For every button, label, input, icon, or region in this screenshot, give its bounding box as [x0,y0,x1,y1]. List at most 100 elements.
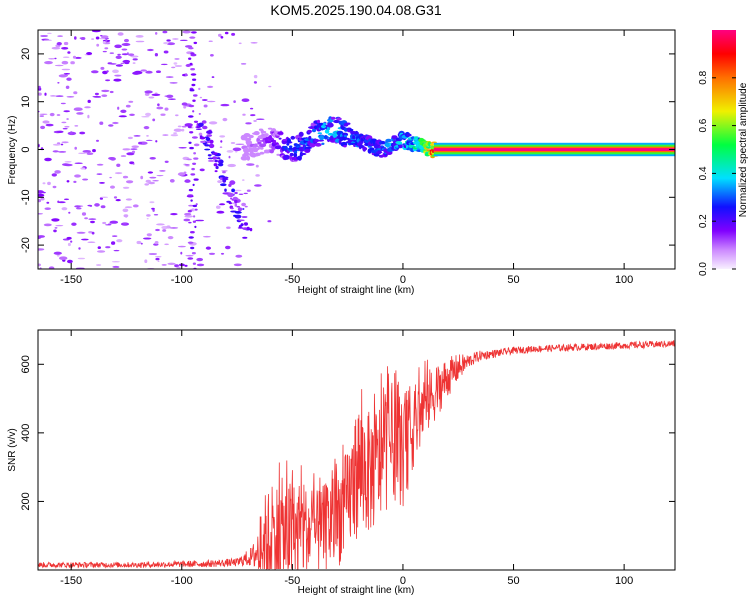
spectrogram-noise-cell [110,185,115,189]
colorbar-label: Normalized spectral amplitude [738,82,749,217]
spectrogram-noise-cell [112,235,118,238]
spectrogram-noise-cell [116,163,121,167]
spectrogram-noise-cell [174,264,180,268]
spectrogram-noise-cell [80,167,86,170]
spectrogram-noise-cell [61,47,69,50]
spectrogram-noise-cell [61,141,69,144]
spectrogram-noise-cell [199,168,205,172]
spectrogram-noise-cell [219,135,226,138]
spectrogram-trace-cell [269,149,275,154]
spectrogram-noise-cell [235,143,245,145]
spectrogram-noise-cell [109,176,112,179]
spectrogram-streak-cell [193,152,197,155]
spectrogram-trace-cell [333,119,341,124]
spectrogram-diagonal-cell [234,199,238,204]
spectrogram-noise-cell [140,242,143,245]
spectrogram-noise-cell [242,113,246,116]
spectrogram-trace-cell [309,142,316,148]
spectrogram-noise-cell [176,266,181,269]
spectrogram-noise-cell [113,196,118,199]
spectrogram-trace-cell [293,152,298,158]
spectrogram-noise-cell [160,113,166,116]
spectrogram-noise-cell [206,100,216,103]
spectrogram-streak-cell [187,257,194,260]
spectrogram-noise-cell [161,264,167,266]
spectrogram-noise-cell [146,233,152,237]
spectrogram-trace-cell [271,128,276,132]
spectrogram-diagonal-cell [198,122,204,127]
spectrogram-noise-cell [254,184,262,187]
spectrogram-noise-cell [198,87,201,91]
spectrogram-noise-cell [53,251,62,255]
spectrogram-noise-cell [133,135,141,137]
spectrogram-noise-cell [127,136,133,140]
spectrogram-trace-cell [386,144,390,148]
spectrogram-diagonal-cell [242,236,248,239]
spectrogram-streak-cell [191,136,198,139]
spectrogram-noise-cell [101,94,108,97]
spectrogram-noise-cell [114,74,122,77]
spectrogram-noise-cell [130,148,138,150]
spectrogram-noise-cell [57,35,63,37]
spectrogram-noise-cell [220,140,223,143]
spectrogram-streak-cell [188,188,193,192]
spectrogram-trace-cell [308,135,312,141]
spectrogram-diagonal-cell [206,134,213,137]
spectrogram-trace-cell [308,126,316,129]
spectrogram-noise-cell [63,41,69,46]
spectrogram-noise-cell [126,152,135,156]
spectrogram-diagonal-cell [226,200,231,203]
spectrogram-noise-cell [108,124,114,127]
spectrogram-trace-cell [375,151,383,154]
spectrogram-noise-cell [210,54,214,57]
spectrogram-diagonal-cell [208,143,215,149]
spectrogram-trace-cell [369,147,375,151]
spectrogram-noise-cell [164,243,169,246]
spectrogram-diagonal-cell [201,120,207,124]
spectrogram-diagonal-cell [221,176,229,179]
spectrogram-diagonal-cell [230,197,233,200]
spectrogram-noise-cell [208,40,213,42]
spectrogram-trace-cell [268,135,273,140]
spectrogram-y-ticks: -20 -10 0 10 20 [20,48,675,253]
spectrogram-noise-cell [216,210,225,214]
spectrogram-noise-cell [63,73,71,75]
spectrogram-noise-cell [195,203,198,205]
spectrogram-diagonal-cell [207,159,215,162]
spectrogram-noise-cell [177,125,182,128]
spectrogram-trace-cell [257,141,262,145]
spectrogram-noise-cell [91,231,95,235]
spectrogram-diagonal-cell [200,140,206,144]
spectrogram-streak-cell [188,115,194,118]
spectrogram-noise-cell [54,57,57,60]
spectrogram-noise-cell [162,229,167,232]
spectrogram-noise-cell [81,212,87,216]
spectrogram-diagonal-cell [198,113,201,115]
spectrogram-marks [38,30,675,269]
spectrogram-noise-cell [40,125,46,130]
spectrogram-trace-cell [246,155,251,161]
spectrogram-noise-cell [100,66,105,70]
spectrogram-noise-cell [185,64,191,67]
spectrogram-trace-cell [324,129,330,134]
spectrogram-noise-cell [184,164,190,166]
spectrogram-noise-cell [54,64,64,67]
spectrogram-noise-cell [48,58,55,60]
spectrogram-streak-cell [189,146,194,150]
spectrogram-noise-cell [58,74,68,78]
x-tick-label: -50 [284,575,300,587]
spectrogram-noise-cell [242,179,245,181]
snr-x-label: Height of straight line (km) [298,585,415,596]
x-tick-label: 100 [615,274,633,286]
spectrogram-diagonal-cell [204,148,211,151]
spectrogram-trace-cell [283,154,290,160]
y-tick-label: 200 [20,492,32,510]
snr-y-ticks: 200 400 600 [20,355,675,511]
spectrogram-noise-cell [157,103,160,107]
y-tick-label: 20 [20,48,32,60]
spectrogram-noise-cell [154,53,158,57]
spectrogram-noise-cell [105,38,108,43]
spectrogram-noise-cell [225,245,231,250]
spectrogram-streak-cell [191,31,197,34]
